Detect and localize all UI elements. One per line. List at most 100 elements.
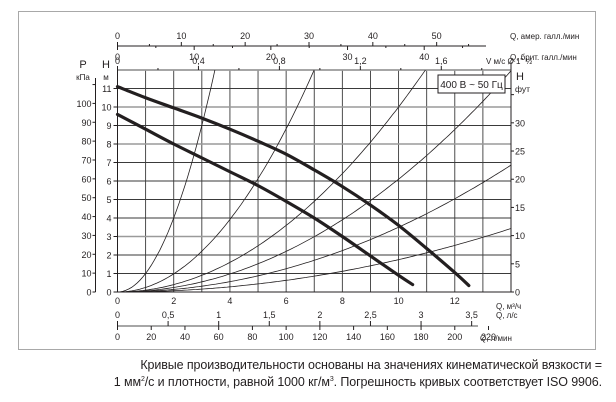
tick-label-p-kpa: 90 [81,118,91,128]
tick-label-q-uk-gpm: 10 [189,52,199,62]
tick-label-q-us-gpm: 50 [432,31,442,41]
tick-label-h-ft: 20 [515,175,525,185]
axis-title-q-lmin: Q, л/мин [480,334,512,343]
tick-label-h-m: 10 [101,103,111,113]
tick-label-q-lmin: 20 [146,332,156,342]
tick-label-p-kpa: 0 [86,288,91,298]
axis-title-h-right: H [516,71,524,83]
axis-title-q-us-gpm: Q, амер. галл./мин [510,32,579,41]
axis-title-q-uk-gpm: Q, брит. галл./мин [510,53,577,62]
axis-unit-m: м [103,73,109,82]
system-curve-3 [117,70,426,292]
axis-title-velocity: V м/с Ø 1" ½ [486,57,532,66]
tick-label-p-kpa: 60 [81,174,91,184]
system-curve-6 [117,228,511,292]
tick-label-p-kpa: 50 [81,193,91,203]
tick-label-q-uk-gpm: 30 [343,52,353,62]
tick-label-p-kpa: 30 [81,231,91,241]
tick-label-h-m: 8 [106,140,111,150]
tick-label-q-m3h: 0 [115,296,120,306]
caption-line-2: 1 мм2/с и плотности, равной 1000 кг/м3. … [113,375,602,389]
chart-curves [115,70,511,292]
chart-caption: Кривые производительности основаны на зн… [42,357,602,391]
tick-label-h-ft: 10 [515,231,525,241]
pump-curve-small [115,112,415,287]
tick-label-velocity: 0,8 [273,56,286,66]
caption-line-1: Кривые производительности основаны на зн… [140,358,602,372]
legend-label: 400 В ~ 50 Гц [440,80,503,91]
axis-title-q-ls: Q, л/с [496,311,518,320]
tick-label-q-m3h: 12 [450,296,460,306]
tick-label-h-m: 7 [106,158,111,168]
tick-label-q-lmin: 0 [115,332,120,342]
tick-label-p-kpa: 40 [81,212,91,222]
axis-title-h: H [102,59,110,71]
tick-label-h-ft: 15 [515,203,525,213]
tick-label-p-kpa: 20 [81,250,91,260]
tick-label-q-us-gpm: 40 [368,31,378,41]
tick-label-q-m3h: 10 [394,296,404,306]
tick-label-q-uk-gpm: 20 [266,52,276,62]
system-curve-5 [117,164,511,292]
tick-label-q-m3h: 4 [227,296,232,306]
axis-title-q-m3h: Q, м³/ч [496,302,521,311]
chart-frame [18,11,596,350]
tick-label-h-ft: 0 [515,288,520,298]
tick-label-p-kpa: 10 [81,269,91,279]
tick-label-q-ls: 3,5 [465,310,478,320]
tick-label-q-ls: 3 [419,310,424,320]
system-curve-1 [117,70,216,292]
tick-label-velocity: 1,6 [435,56,448,66]
tick-label-p-kpa: 70 [81,155,91,165]
tick-label-velocity: 0 [115,56,120,66]
tick-label-h-m: 2 [106,251,111,261]
tick-label-h-m: 1 [106,269,111,279]
tick-label-p-kpa: 80 [81,137,91,147]
pump-curve-large [115,85,471,288]
tick-label-h-m: 6 [106,177,111,187]
tick-label-q-us-gpm: 30 [304,31,314,41]
tick-label-q-lmin: 40 [180,332,190,342]
tick-label-h-m: 3 [106,232,111,242]
tick-label-q-m3h: 2 [171,296,176,306]
legend-box: 400 В ~ 50 Гц [437,74,506,94]
tick-label-q-uk-gpm: 40 [419,52,429,62]
tick-label-h-m: 5 [106,195,111,205]
tick-label-q-lmin: 200 [447,332,462,342]
chart-axes: 01234567891011Hм0102030405060708090100Pк… [76,31,579,343]
tick-label-q-lmin: 220 [481,332,496,342]
tick-label-q-ls: 1,5 [263,310,276,320]
tick-label-q-lmin: 100 [279,332,294,342]
tick-label-p-kpa: 100 [76,99,91,109]
tick-label-q-lmin: 120 [312,332,327,342]
tick-label-q-us-gpm: 0 [115,31,120,41]
tick-label-q-m3h: 6 [284,296,289,306]
tick-label-q-lmin: 160 [380,332,395,342]
tick-label-h-m: 0 [106,288,111,298]
tick-label-h-ft: 5 [515,259,520,269]
tick-label-q-ls: 2 [317,310,322,320]
tick-label-q-lmin: 180 [414,332,429,342]
tick-label-q-us-gpm: 10 [176,31,186,41]
tick-label-velocity: 1,2 [354,56,367,66]
system-curve-2 [117,70,315,292]
chart-grid [117,69,511,292]
tick-label-q-ls: 0 [115,310,120,320]
system-curve-4 [117,70,511,292]
tick-label-q-lmin: 140 [346,332,361,342]
tick-label-velocity: 0,4 [192,56,205,66]
tick-label-q-lmin: 60 [214,332,224,342]
tick-label-h-m: 11 [102,84,111,94]
tick-label-q-m3h: 8 [340,296,345,306]
tick-label-q-ls: 2,5 [364,310,377,320]
tick-label-q-ls: 0,5 [162,310,175,320]
tick-label-q-lmin: 80 [247,332,257,342]
tick-label-q-ls: 1 [216,310,221,320]
axis-unit-ft: фут [515,84,530,94]
tick-label-q-us-gpm: 20 [240,31,250,41]
pump-performance-chart: 01234567891011Hм0102030405060708090100Pк… [76,31,579,343]
tick-label-q-uk-gpm: 0 [115,52,120,62]
tick-label-h-ft: 30 [515,118,525,128]
axis-title-p: P [79,59,86,71]
tick-label-h-ft: 25 [515,147,525,157]
